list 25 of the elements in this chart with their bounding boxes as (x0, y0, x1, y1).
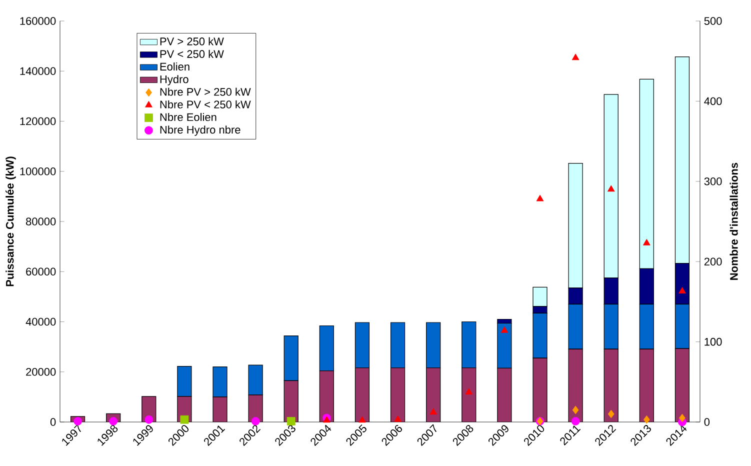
legend-label: Nbre Hydro nbre (160, 126, 240, 136)
legend-label: Nbre PV < 250 kW (160, 100, 251, 108)
y-tick-label: 100000 (20, 167, 56, 176)
y2-tick-label: 400 (704, 97, 722, 106)
legend-label: PV < 250 kW (160, 50, 224, 58)
y-tick-label: 40000 (26, 318, 56, 326)
y-tick-label: 20000 (26, 368, 56, 376)
y-tick-label: 160000 (20, 17, 56, 25)
legend-label: Eolien (160, 62, 190, 71)
y2-tick-label: 300 (704, 178, 722, 186)
y-tick-label: 60000 (26, 268, 56, 276)
y-tick-label: 140000 (20, 67, 56, 76)
legend-label: Nbre PV > 250 kW (160, 88, 251, 96)
legend-label: Hydro (160, 75, 188, 86)
y-tick-label: 120000 (20, 117, 56, 126)
y2-tick-label: 100 (704, 338, 722, 346)
y2-tick-label: 500 (704, 17, 722, 25)
y-tick-label: 80000 (26, 218, 56, 226)
y2-axis-title: Nombre d'installations (730, 162, 738, 280)
y2-tick-label: 200 (704, 258, 722, 266)
y-axis-title: Puissance Cumulée (kW) (6, 156, 16, 286)
y2-tick-label: 0 (704, 418, 710, 426)
y-tick-label: 0 (50, 418, 56, 426)
legend-label: PV > 250 kW (160, 37, 224, 46)
legend-label: Nbre Eolien (160, 112, 216, 122)
